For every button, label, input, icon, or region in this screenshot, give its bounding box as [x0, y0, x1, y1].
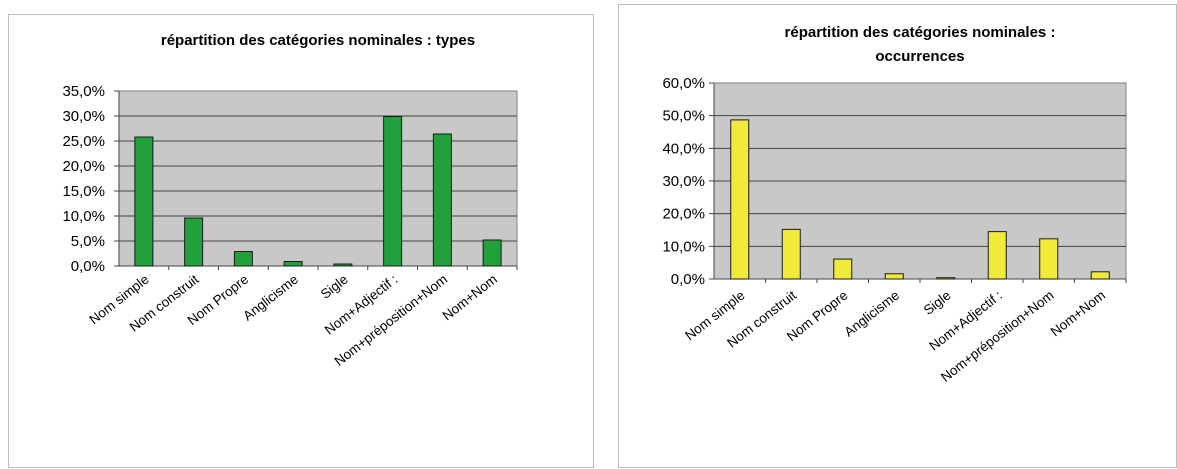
occurrences-bar [730, 119, 750, 280]
types-bar [482, 239, 502, 267]
occurrences-bar [884, 273, 904, 280]
occurrences-bar [936, 277, 956, 280]
occurrences-category-label: Anglicisme [841, 288, 902, 340]
occurrences-y-tick-label: 30,0% [662, 173, 705, 190]
occurrences-bar [1090, 271, 1110, 280]
types-category-label: Nom+Nom [440, 272, 500, 324]
occurrences-y-tick-label: 20,0% [662, 206, 705, 223]
occurrences-category-label: Sigle [921, 288, 954, 318]
occurrences-chart-title-line-2: occurrences [875, 48, 964, 65]
types-plot-area [118, 90, 518, 267]
types-bar [233, 251, 253, 267]
types-y-tick-label: 35,0% [62, 83, 105, 100]
types-bar [383, 116, 403, 267]
occurrences-y-tick-label: 40,0% [662, 140, 705, 157]
types-y-tick-label: 15,0% [62, 183, 105, 200]
types-category-label: Sigle [318, 272, 351, 302]
chart-occurrences-svg: répartition des catégories nominales : oc… [662, 24, 1127, 385]
chart-types-svg: répartition des catégories nominales : t… [62, 32, 518, 369]
occurrences-bar [833, 258, 853, 280]
types-y-tick-label: 0,0% [71, 258, 105, 275]
occurrences-chart-title-line-1: répartition des catégories nominales : [785, 24, 1056, 41]
occurrences-bar [987, 231, 1007, 280]
chart-types: répartition des catégories nominales : t… [8, 14, 594, 468]
types-category-label: Anglicisme [240, 272, 301, 324]
occurrences-category-label: Nom+Nom [1048, 288, 1108, 340]
types-bar [134, 136, 154, 267]
occurrences-bar [781, 228, 801, 280]
occurrences-y-tick-label: 60,0% [662, 75, 705, 92]
types-bar [283, 261, 303, 267]
types-y-tick-label: 5,0% [71, 233, 105, 250]
types-bar [184, 217, 204, 267]
occurrences-y-tick-label: 10,0% [662, 238, 705, 255]
occurrences-y-tick-label: 0,0% [671, 271, 705, 288]
types-y-tick-label: 30,0% [62, 108, 105, 125]
types-y-tick-label: 10,0% [62, 208, 105, 225]
types-bar [432, 133, 452, 267]
types-chart-title-line-1: répartition des catégories nominales : t… [161, 32, 475, 49]
types-y-tick-label: 20,0% [62, 158, 105, 175]
occurrences-bar [1039, 238, 1059, 280]
occurrences-y-tick-label: 50,0% [662, 108, 705, 125]
chart-occurrences: répartition des catégories nominales : oc… [618, 4, 1177, 468]
types-y-tick-label: 25,0% [62, 133, 105, 150]
types-bar [333, 263, 353, 267]
